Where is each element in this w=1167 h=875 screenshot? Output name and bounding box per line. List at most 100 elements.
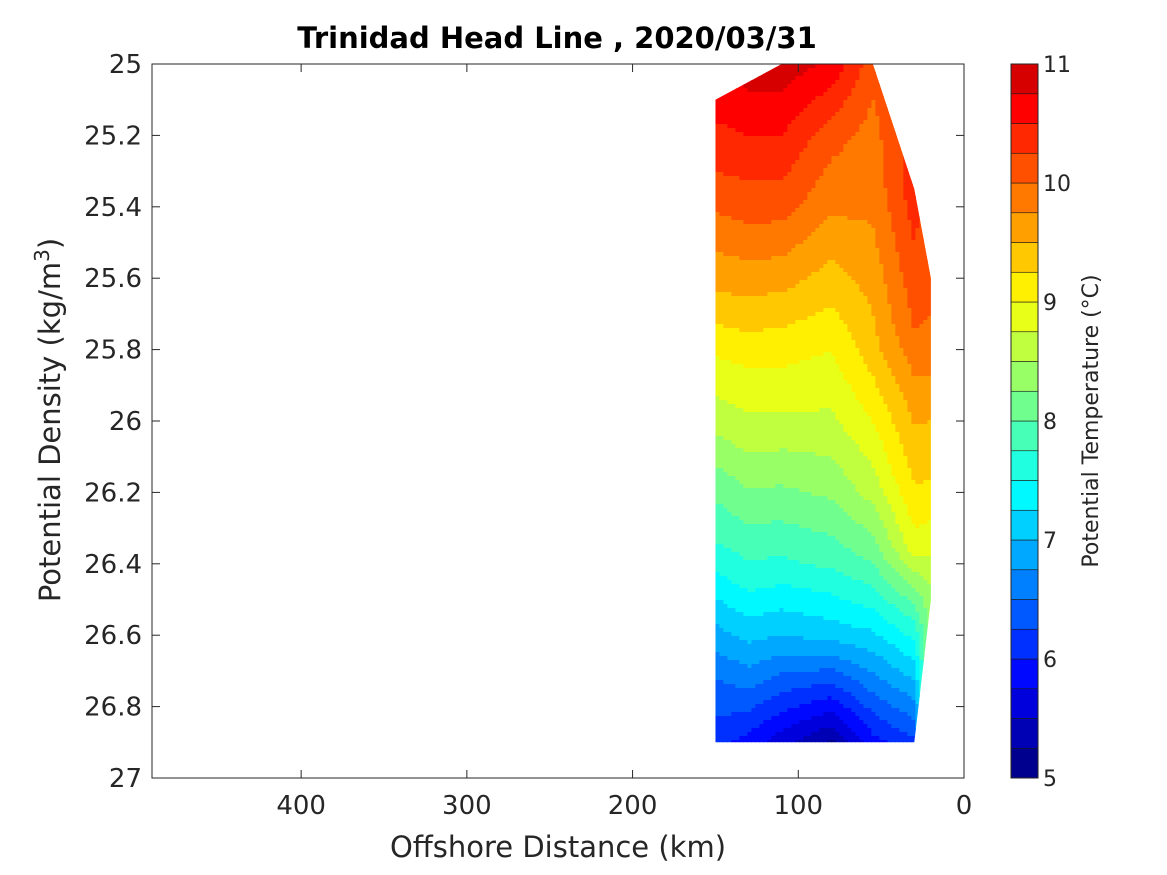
contour-cell [819, 284, 824, 289]
contour-cell [847, 156, 852, 161]
contour-cell [823, 200, 828, 205]
contour-cell [787, 236, 792, 241]
contour-cell [915, 372, 920, 377]
contour-cell [759, 276, 764, 281]
contour-cell [755, 172, 760, 177]
contour-cell [803, 384, 808, 389]
contour-cell [779, 192, 784, 197]
contour-cell [843, 208, 848, 213]
contour-cell [843, 128, 848, 133]
contour-cell [731, 224, 736, 229]
contour-cell [835, 144, 840, 149]
contour-cell [847, 212, 852, 217]
contour-cell [875, 128, 880, 133]
contour-cell [739, 396, 744, 401]
contour-cell [743, 204, 748, 209]
contour-cell [851, 324, 856, 329]
contour-cell [871, 120, 876, 125]
contour-cell [839, 348, 844, 353]
contour-cell [871, 340, 876, 345]
contour-cell [891, 228, 896, 233]
contour-cell [831, 280, 836, 285]
contour-cell [759, 104, 764, 109]
contour-cell [835, 184, 840, 189]
contour-cell [827, 400, 832, 405]
contour-cell [915, 292, 920, 297]
contour-cell [907, 356, 912, 361]
contour-cell [903, 216, 908, 221]
contour-cell [843, 420, 848, 425]
contour-cell [851, 292, 856, 297]
contour-cell [799, 280, 804, 285]
contour-cell [899, 300, 904, 305]
contour-cell [891, 144, 896, 149]
contour-cell [759, 92, 764, 97]
contour-cell [923, 308, 928, 313]
contour-cell [783, 116, 788, 121]
contour-cell [771, 408, 776, 413]
contour-cell [731, 316, 736, 321]
contour-cell [859, 116, 864, 121]
contour-cell [867, 272, 872, 277]
contour-cell [907, 220, 912, 225]
contour-cell [871, 232, 876, 237]
contour-cell [871, 408, 876, 413]
contour-cell [847, 328, 852, 333]
contour-cell [763, 376, 768, 381]
contour-cell [903, 372, 908, 377]
contour-cell [715, 328, 720, 333]
contour-cell [827, 100, 832, 105]
contour-cell [759, 260, 764, 265]
contour-cell [767, 100, 772, 105]
contour-cell [751, 336, 756, 341]
contour-cell [827, 380, 832, 385]
contour-cell [843, 156, 848, 161]
contour-cell [867, 396, 872, 401]
contour-cell [919, 372, 924, 377]
contour-cell [927, 360, 931, 365]
contour-cell [771, 420, 776, 425]
contour-cell [895, 268, 900, 273]
contour-cell [807, 424, 812, 429]
contour-cell [767, 376, 772, 381]
contour-cell [759, 124, 764, 129]
contour-cell [819, 288, 824, 293]
contour-cell [763, 152, 768, 157]
contour-cell [747, 192, 752, 197]
contour-cell [759, 100, 764, 105]
contour-cell [763, 396, 768, 401]
contour-cell [879, 104, 884, 109]
contour-cell [871, 228, 876, 233]
contour-cell [819, 416, 824, 421]
contour-cell [919, 264, 924, 269]
contour-cell [755, 244, 760, 249]
contour-cell [859, 84, 864, 89]
contour-cell [731, 156, 736, 161]
contour-cell [827, 132, 832, 137]
contour-cell [759, 340, 764, 345]
contour-cell [775, 180, 780, 185]
contour-cell [875, 376, 880, 381]
contour-cell [799, 264, 804, 269]
contour-cell [811, 420, 816, 425]
contour-cell [815, 260, 820, 265]
contour-cell [767, 252, 772, 257]
contour-cell [875, 236, 880, 241]
contour-cell [891, 180, 896, 185]
contour-cell [715, 352, 720, 357]
contour-cell [811, 376, 816, 381]
contour-cell [835, 352, 840, 357]
contour-cell [879, 416, 884, 421]
contour-cell [771, 424, 776, 429]
contour-cell [819, 208, 824, 213]
contour-cell [903, 332, 908, 337]
contour-cell [771, 216, 776, 221]
contour-cell [835, 388, 840, 393]
contour-cell [923, 248, 928, 253]
contour-cell [787, 64, 792, 69]
contour-cell [827, 272, 832, 277]
contour-cell [739, 388, 744, 393]
contour-cell [755, 88, 760, 93]
contour-cell [727, 192, 732, 197]
contour-cell [875, 156, 880, 161]
